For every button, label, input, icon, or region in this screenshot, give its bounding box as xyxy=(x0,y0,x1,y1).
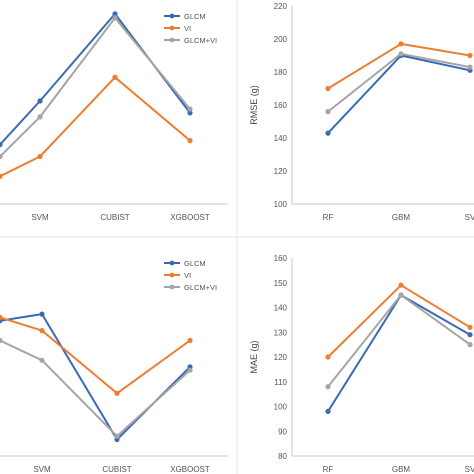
legend-label-2: VI xyxy=(184,24,191,33)
x-tick-label: SV xyxy=(465,465,474,474)
y-tick-label: 80 xyxy=(278,452,287,461)
data-point xyxy=(0,142,3,148)
y-tick-label: 90 xyxy=(278,427,287,436)
series-line-3 xyxy=(0,16,191,158)
legend-marker-3 xyxy=(169,284,175,290)
data-point xyxy=(39,328,45,334)
x-tick-label: RF xyxy=(323,213,334,222)
data-point xyxy=(325,85,331,92)
data-point xyxy=(37,153,43,160)
legend-marker-3 xyxy=(169,37,175,43)
data-point xyxy=(0,314,3,320)
data-point xyxy=(0,173,3,179)
data-point xyxy=(325,384,331,390)
chart-panel-1: SVM CUBIST XGBOOST GLCM VI GLCM+VI xyxy=(0,11,228,222)
data-point xyxy=(0,337,3,344)
series-line-3 xyxy=(327,294,471,388)
y-tick-label: 110 xyxy=(274,378,287,387)
data-point xyxy=(467,324,473,330)
y-tick-label: 200 xyxy=(274,35,288,44)
data-point xyxy=(325,109,331,115)
data-point xyxy=(398,51,404,57)
y-axis-label: MAE (g) xyxy=(249,340,259,373)
y-tick-label: 140 xyxy=(274,304,288,313)
data-point xyxy=(467,64,473,70)
y-tick-label: 100 xyxy=(274,200,288,209)
y-tick-label: 220 xyxy=(274,2,288,11)
legend-marker-2 xyxy=(169,272,175,278)
y-tick-label: 100 xyxy=(274,403,288,412)
data-point xyxy=(37,98,43,104)
x-tick-label: GBM xyxy=(392,465,411,474)
y-tick-label: 180 xyxy=(274,68,288,77)
data-point xyxy=(325,354,331,360)
data-point xyxy=(467,332,473,338)
chart-panel-2: 100 120 140 160 180 200 220 RMSE (g) RF GBM SV xyxy=(249,2,474,222)
data-point xyxy=(0,153,3,160)
series-line-3 xyxy=(327,52,471,113)
data-point xyxy=(467,342,473,348)
data-point xyxy=(112,11,118,17)
data-point xyxy=(112,15,118,21)
legend-label-1: GLCM xyxy=(184,12,206,21)
data-point xyxy=(187,138,193,144)
data-point xyxy=(112,74,118,80)
x-tick-label: CUBIST xyxy=(102,465,131,474)
legend-marker-1 xyxy=(169,260,175,266)
data-point xyxy=(187,367,193,373)
series-line-2 xyxy=(0,76,191,178)
data-point xyxy=(39,311,45,317)
y-tick-label: 160 xyxy=(274,254,288,263)
series-line-2 xyxy=(0,316,191,395)
data-point xyxy=(398,292,404,298)
x-tick-label: XGBOOST xyxy=(170,213,210,222)
legend-marker-1 xyxy=(169,13,175,19)
y-tick-label: 160 xyxy=(274,101,288,110)
data-point xyxy=(398,41,404,47)
y-tick-label: 150 xyxy=(274,279,288,288)
x-tick-label: RF xyxy=(323,465,334,474)
x-tick-label: XGBOOST xyxy=(170,465,210,474)
y-axis-label: RMSE (g) xyxy=(249,85,259,125)
data-point xyxy=(114,433,120,439)
data-point xyxy=(467,52,473,59)
legend-label-3: GLCM+VI xyxy=(184,283,217,292)
data-point xyxy=(187,106,193,112)
series-line-1 xyxy=(0,12,191,146)
legend-label-2: VI xyxy=(184,271,191,280)
series-line-1 xyxy=(327,294,471,412)
chart-panel-4: 80 90 100 110 120 130 140 150 160 MAE (g) RF GBM SV xyxy=(249,254,474,474)
data-point xyxy=(398,282,404,288)
x-tick-label: SV xyxy=(465,213,474,222)
y-tick-label: 120 xyxy=(274,353,288,362)
data-point xyxy=(39,357,45,363)
series-line-1 xyxy=(0,313,191,441)
data-point xyxy=(325,408,331,414)
x-tick-label: SVM xyxy=(31,213,49,222)
y-tick-label: 130 xyxy=(274,328,288,337)
x-tick-label: SVM xyxy=(33,465,51,474)
data-point xyxy=(114,390,120,396)
data-point xyxy=(37,114,43,120)
legend-label-3: GLCM+VI xyxy=(184,36,217,45)
x-tick-label: CUBIST xyxy=(100,213,129,222)
y-tick-label: 120 xyxy=(274,167,288,176)
series-line-3 xyxy=(0,339,191,438)
data-point xyxy=(187,110,193,116)
legend-marker-2 xyxy=(169,25,175,31)
legend-label-1: GLCM xyxy=(184,259,206,268)
x-tick-label: GBM xyxy=(392,213,411,222)
data-point xyxy=(187,337,193,344)
chart-panel-3: SVM CUBIST XGBOOST GLCM VI GLCM+VI xyxy=(0,259,228,474)
y-tick-label: 140 xyxy=(274,134,288,143)
data-point xyxy=(325,130,331,136)
